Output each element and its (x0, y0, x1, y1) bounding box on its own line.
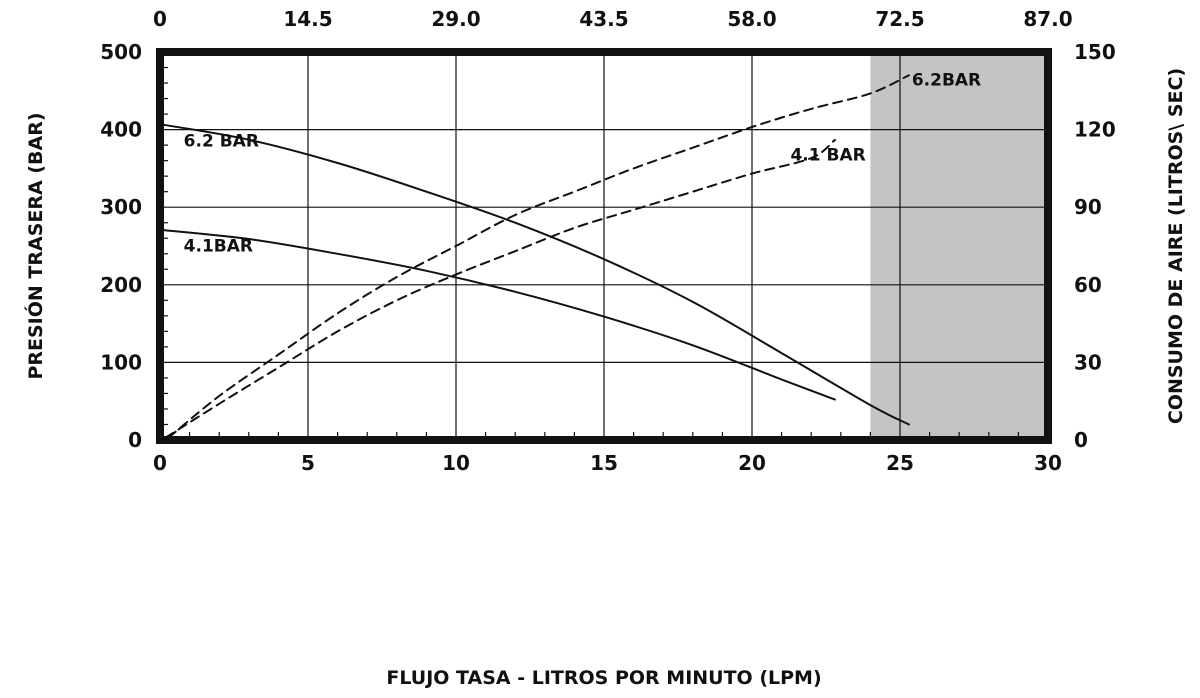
top-tick-label: 87.0 (1023, 7, 1072, 31)
top-tick-label: 43.5 (579, 7, 628, 31)
x-tick-label: 30 (1034, 451, 1062, 475)
right-tick-label: 0 (1074, 428, 1088, 452)
plot-frame (156, 48, 1052, 444)
left-tick-label: 0 (128, 428, 142, 452)
top-tick-label: 29.0 (431, 7, 480, 31)
series-label: 4.1 BAR (790, 146, 865, 166)
x-tick-label: 10 (442, 451, 470, 475)
right-tick-label: 60 (1074, 273, 1102, 297)
right-tick-label: 120 (1074, 118, 1116, 142)
left-tick-label: 400 (100, 118, 142, 142)
series-label: 6.2 BAR (184, 132, 259, 152)
x-tick-label: 0 (153, 451, 167, 475)
x-axis-title: FLUJO TASA - LITROS POR MINUTO (LPM) (386, 667, 821, 689)
series-layer (159, 74, 910, 439)
right-axis-title: CONSUMO DE AIRE (LITROS\ SEC) (1165, 68, 1187, 424)
series-line-back-pressure (159, 123, 910, 426)
series-line-back-pressure (159, 228, 836, 401)
series-label: 4.1BAR (184, 236, 253, 256)
series-label: 6.2BAR (912, 71, 981, 91)
shaded-region-layer (870, 52, 1048, 440)
top-tick-label: 72.5 (875, 7, 924, 31)
left-tick-label: 100 (100, 350, 142, 374)
right-tick-label: 150 (1074, 40, 1116, 64)
grid-layer (160, 52, 1048, 440)
top-tick-label: 14.5 (283, 7, 332, 31)
right-tick-label: 30 (1074, 350, 1102, 374)
left-tick-label: 300 (100, 195, 142, 219)
x-tick-label: 5 (301, 451, 315, 475)
series-line-air-consumption (167, 74, 910, 439)
right-tick-label: 90 (1074, 195, 1102, 219)
series-line-air-consumption (164, 138, 836, 439)
left-tick-label: 500 (100, 40, 142, 64)
left-tick-label: 200 (100, 273, 142, 297)
x-tick-label: 15 (590, 451, 618, 475)
top-tick-label: 0 (153, 7, 167, 31)
labels-layer: 0 5 10 15 20 25 300 14.5 29.0 43.5 58.0 72.5 87.0010… (100, 7, 1116, 475)
x-tick-label: 20 (738, 451, 766, 475)
left-axis-title: PRESIÓN TRASERA (BAR) (23, 112, 47, 379)
top-tick-label: 58.0 (727, 7, 776, 31)
shaded-region (870, 52, 1048, 440)
x-tick-label: 25 (886, 451, 914, 475)
